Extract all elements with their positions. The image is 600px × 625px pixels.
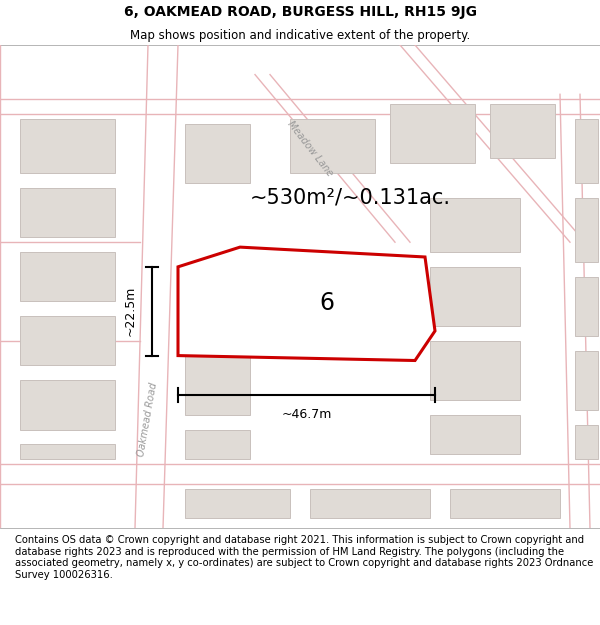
Polygon shape bbox=[178, 247, 435, 361]
Text: 6: 6 bbox=[319, 291, 334, 315]
Polygon shape bbox=[450, 489, 560, 518]
Text: Map shows position and indicative extent of the property.: Map shows position and indicative extent… bbox=[130, 29, 470, 42]
Polygon shape bbox=[575, 351, 598, 410]
Polygon shape bbox=[575, 119, 598, 183]
Polygon shape bbox=[20, 380, 115, 429]
Polygon shape bbox=[185, 351, 250, 415]
Text: ~22.5m: ~22.5m bbox=[124, 286, 137, 336]
Polygon shape bbox=[185, 489, 290, 518]
Polygon shape bbox=[310, 489, 430, 518]
Polygon shape bbox=[575, 277, 598, 336]
Text: ~530m²/~0.131ac.: ~530m²/~0.131ac. bbox=[250, 188, 451, 208]
Polygon shape bbox=[185, 429, 250, 459]
Text: Oakmead Road: Oakmead Road bbox=[137, 382, 160, 458]
Text: 6, OAKMEAD ROAD, BURGESS HILL, RH15 9JG: 6, OAKMEAD ROAD, BURGESS HILL, RH15 9JG bbox=[124, 5, 476, 19]
Polygon shape bbox=[185, 124, 250, 183]
Polygon shape bbox=[575, 198, 598, 262]
Polygon shape bbox=[20, 188, 115, 238]
Polygon shape bbox=[20, 119, 115, 173]
Polygon shape bbox=[575, 424, 598, 459]
Polygon shape bbox=[430, 267, 520, 326]
Polygon shape bbox=[290, 119, 375, 173]
Polygon shape bbox=[430, 198, 520, 252]
Text: Meadow Lane: Meadow Lane bbox=[286, 119, 335, 178]
Polygon shape bbox=[430, 341, 520, 400]
Polygon shape bbox=[20, 444, 115, 459]
Text: Contains OS data © Crown copyright and database right 2021. This information is : Contains OS data © Crown copyright and d… bbox=[15, 535, 593, 580]
Polygon shape bbox=[20, 316, 115, 366]
Polygon shape bbox=[20, 252, 115, 301]
Text: ~46.7m: ~46.7m bbox=[281, 408, 332, 421]
Polygon shape bbox=[430, 415, 520, 454]
Polygon shape bbox=[490, 104, 555, 158]
Polygon shape bbox=[390, 104, 475, 163]
